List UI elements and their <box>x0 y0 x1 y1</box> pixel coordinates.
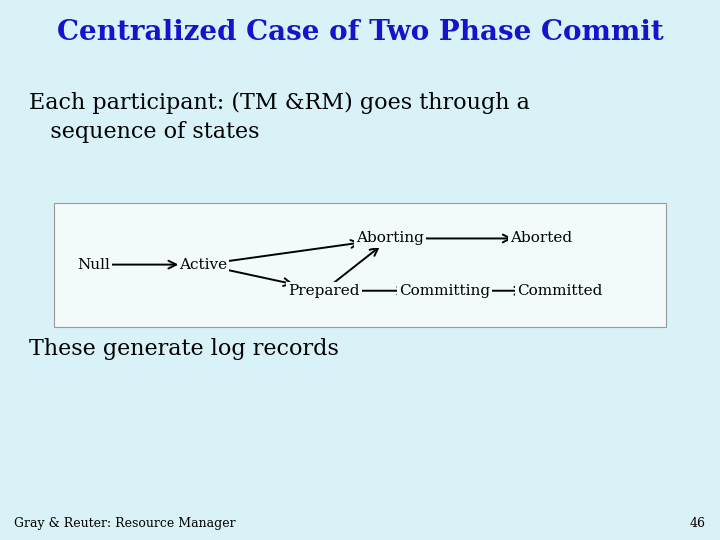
Text: Committing: Committing <box>399 284 490 298</box>
Text: 46: 46 <box>690 517 706 530</box>
Text: Each participant: (TM &RM) goes through a
   sequence of states: Each participant: (TM &RM) goes through … <box>29 92 530 143</box>
Text: Aborted: Aborted <box>510 232 572 246</box>
Text: Aborting: Aborting <box>356 232 424 246</box>
Text: Null: Null <box>78 258 110 272</box>
FancyBboxPatch shape <box>54 202 666 327</box>
Text: Gray & Reuter: Resource Manager: Gray & Reuter: Resource Manager <box>14 517 236 530</box>
Text: Prepared: Prepared <box>288 284 359 298</box>
Text: These generate log records: These generate log records <box>29 338 338 360</box>
Text: Committed: Committed <box>517 284 602 298</box>
Text: Active: Active <box>179 258 227 272</box>
Text: Centralized Case of Two Phase Commit: Centralized Case of Two Phase Commit <box>57 19 663 46</box>
